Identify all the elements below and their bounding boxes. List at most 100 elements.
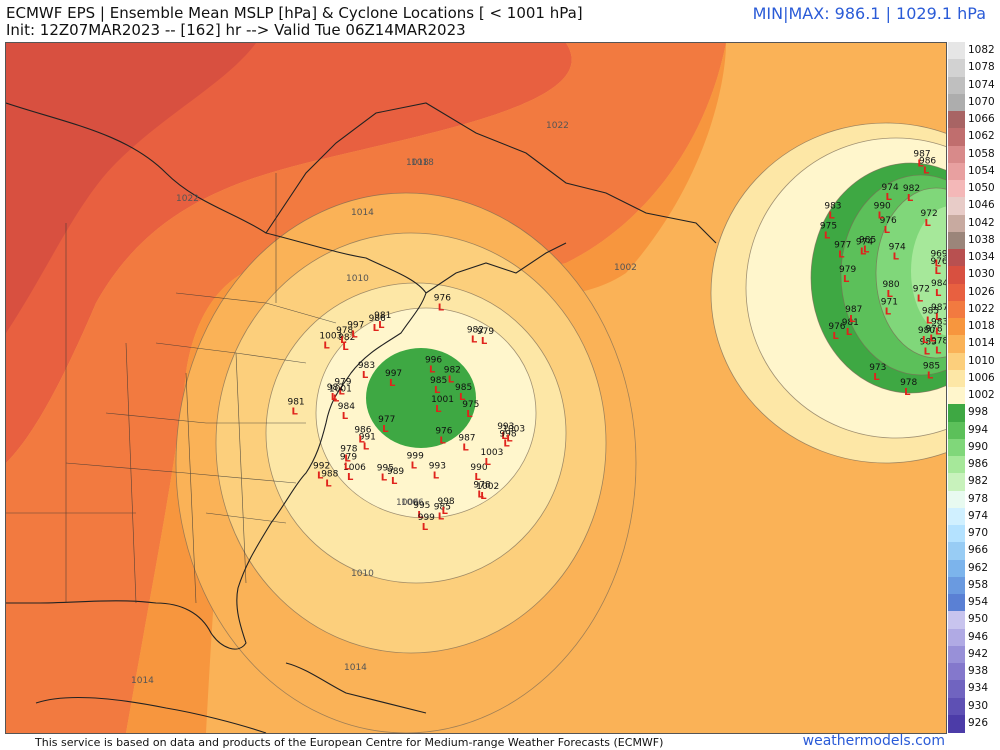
cyclone-pressure-label: 985 [434, 503, 451, 513]
colorbar-swatch [948, 611, 965, 629]
cyclone-pressure-label: 971 [881, 298, 898, 308]
isobar-label: 1002 [614, 263, 637, 273]
cyclone-pressure-label: 983 [824, 201, 841, 211]
isobar-fill-1026 [6, 43, 572, 463]
cyclone-pressure-label: 976 [828, 322, 845, 332]
isobar-label: 1022 [176, 194, 199, 204]
cyclone-pressure-label: 976 [435, 427, 452, 437]
cyclone-pressure-label: 974 [889, 243, 906, 253]
cyclone-pressure-label: 1003 [319, 332, 342, 342]
cyclone-low-marker: L [843, 274, 850, 285]
cyclone-pressure-label: 973 [869, 363, 886, 373]
colorbar-swatch [948, 352, 965, 371]
cyclone-pressure-label: 980 [882, 280, 899, 290]
cyclone-pressure-label: 976 [434, 294, 451, 304]
cyclone-pressure-label: 984 [931, 279, 946, 289]
cyclone-low-marker: L [925, 218, 932, 229]
colorbar-label: 990 [968, 440, 989, 453]
colorbar-swatch [948, 473, 965, 491]
cyclone-low-marker: L [922, 335, 929, 346]
cyclone-low-marker: L [342, 411, 349, 422]
colorbar-label: 1050 [968, 182, 995, 194]
colorbar-swatch [948, 42, 965, 60]
cyclone-low-marker: L [373, 323, 380, 334]
cyclone-low-marker: L [860, 247, 867, 258]
colorbar-label: 1042 [968, 216, 995, 229]
cyclone-low-marker: L [935, 326, 942, 337]
cyclone-pressure-label: 979 [477, 327, 494, 337]
cyclone-pressure-label: 993 [429, 462, 446, 472]
colorbar-swatch [948, 387, 965, 405]
cyclone-low-marker: L [935, 288, 942, 299]
colorbar-swatch [948, 404, 965, 422]
isobar-label: 1010 [346, 274, 369, 284]
cyclone-pressure-label: 998 [499, 430, 516, 440]
cyclone-pressure-label: 991 [359, 432, 376, 442]
cyclone-low-marker: L [331, 392, 338, 403]
cyclone-pressure-label: 978 [473, 481, 490, 491]
brand-link[interactable]: weathermodels.com [802, 733, 945, 749]
cyclone-pressure-label: 982 [467, 326, 484, 336]
colorbar-label: 998 [968, 406, 989, 419]
cyclone-low-marker: L [433, 471, 440, 482]
colorbar-swatch [948, 300, 965, 319]
cyclone-low-marker: L [474, 472, 481, 483]
cyclone-pressure-label: 979 [839, 265, 856, 275]
cyclone-low-marker: L [438, 303, 445, 314]
cyclone-low-marker: L [363, 441, 370, 452]
cyclone-low-marker: L [466, 409, 473, 420]
cyclone-low-marker: L [480, 491, 487, 502]
cyclone-low-marker: L [317, 470, 324, 481]
cyclone-low-marker: L [923, 166, 930, 177]
cyclone-pressure-label: 986 [369, 314, 386, 324]
colorbar-swatch [948, 507, 965, 526]
cyclone-low-marker: L [438, 512, 445, 523]
colorbar-label: 966 [968, 544, 989, 557]
isobar-fill-1022 [6, 43, 726, 733]
east-low-986 [911, 206, 946, 336]
cyclone-pressure-label: 987 [913, 150, 930, 160]
colorbar-swatch [948, 576, 965, 595]
colorbar-label: 1010 [968, 354, 995, 367]
colorbar-label: 1058 [968, 147, 995, 160]
colorbar-swatch [948, 231, 965, 250]
cyclone-low-marker: L [358, 435, 365, 446]
cyclone-low-marker: L [885, 307, 892, 318]
cyclone-low-marker: L [935, 346, 942, 357]
isobar-label: 1006 [401, 498, 424, 508]
isobar-label: 1018 [406, 158, 429, 168]
cyclone-low-marker: L [417, 510, 424, 521]
cyclone-low-marker: L [481, 336, 488, 347]
colorbar-label: 1066 [968, 113, 995, 125]
cyclone-pressure-label: 1001 [431, 395, 454, 405]
cyclone-pressure-label: 981 [842, 318, 859, 328]
cyclone-low-marker: L [333, 393, 340, 404]
colorbar-label: 954 [968, 596, 989, 608]
cyclone-pressure-label: 992 [313, 461, 330, 471]
cyclone-low-marker: L [824, 231, 831, 242]
cyclone-pressure-label: 978 [340, 445, 357, 455]
colorbar-label: 926 [968, 716, 989, 729]
cyclone-low-marker: L [863, 245, 870, 256]
cyclone-pressure-label: 981 [287, 398, 304, 408]
cyclone-pressure-label: 982 [903, 184, 920, 194]
cyclone-low-marker: L [344, 462, 351, 473]
cyclone-low-marker: L [838, 249, 845, 260]
cyclone-low-marker: L [927, 370, 934, 381]
colorbar-label: 974 [968, 509, 989, 522]
cyclone-pressure-label: 985 [430, 376, 447, 386]
colorbar-label: 1026 [968, 285, 995, 298]
cyclone-pressure-label: 1003 [502, 424, 525, 434]
west-low-998 [366, 348, 476, 448]
cyclone-pressure-label: 995 [377, 463, 394, 473]
cyclone-low-marker: L [917, 294, 924, 305]
cyclone-low-marker: L [362, 370, 369, 381]
colorbar-label: 1002 [968, 389, 995, 401]
cyclone-pressure-label: 987 [931, 303, 946, 313]
colorbar-swatch [948, 369, 965, 388]
cyclone-low-marker: L [934, 266, 941, 277]
colorbar-label: 1054 [968, 164, 995, 177]
colorbar-label: 1038 [968, 233, 995, 246]
colorbar-swatch [948, 145, 965, 164]
cyclone-pressure-label: 988 [321, 470, 338, 480]
